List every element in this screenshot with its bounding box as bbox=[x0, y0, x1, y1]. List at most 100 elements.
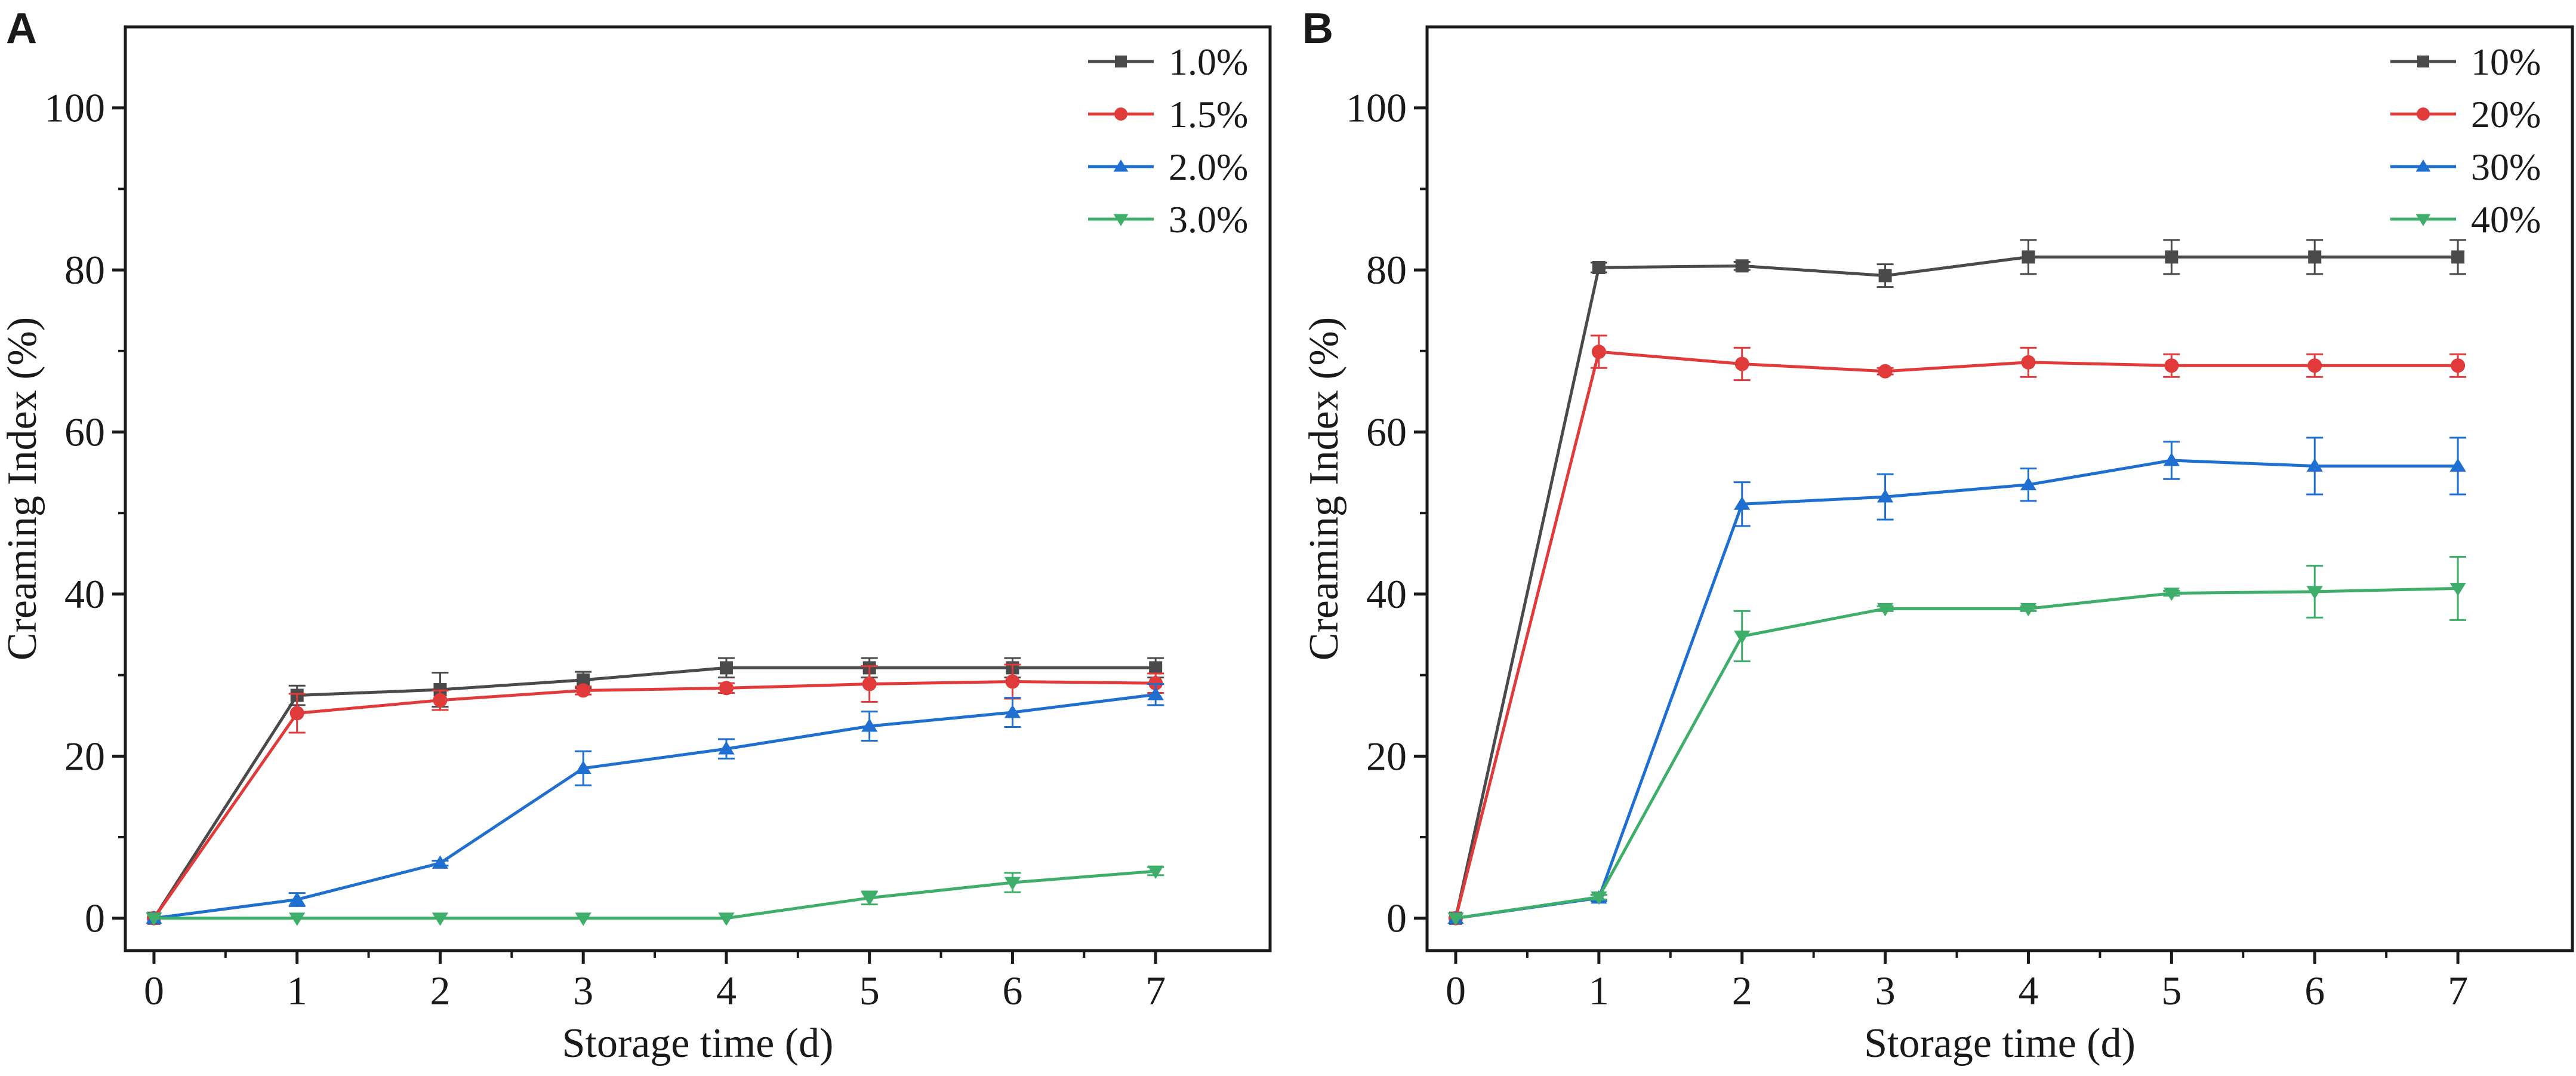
panel-b-legend-3-swatch-marker bbox=[2415, 214, 2431, 226]
panel-b-legend-3-label: 40% bbox=[2471, 198, 2541, 241]
panel-a-series-3-point bbox=[289, 912, 306, 926]
panel-b-series-2-point bbox=[1734, 496, 1751, 510]
panel-b-series-0-point bbox=[1735, 259, 1749, 273]
panel-b-series-0-point bbox=[2022, 250, 2035, 264]
panel-b-legend-2-label: 30% bbox=[2471, 146, 2541, 188]
panel-b-series-3-point bbox=[1447, 912, 1464, 926]
panel-a-series-3-line bbox=[153, 869, 1156, 920]
panel-b-series-1-point bbox=[1591, 345, 1606, 359]
panel-a-series-3-point bbox=[432, 912, 449, 926]
panel-b-series-3-point bbox=[1876, 602, 1894, 617]
panel-b-legend-0-label: 10% bbox=[2471, 41, 2541, 83]
panel-a-x-tick-label: 3 bbox=[573, 968, 593, 1013]
panel-a-series-3-point bbox=[1147, 865, 1164, 879]
panel-a-series-1-point bbox=[433, 693, 448, 708]
panel-b-x-tick-label: 0 bbox=[1446, 968, 1466, 1013]
panel-a-legend-3-label: 3.0% bbox=[1169, 198, 1248, 241]
panel-b-y-tick-label: 100 bbox=[1346, 85, 1407, 131]
panel-b-series-2-point bbox=[2449, 458, 2466, 472]
panel-b-series-0-point bbox=[2308, 250, 2322, 264]
panel-a-x-tick-label: 2 bbox=[430, 968, 450, 1013]
panel-b-series-3-point bbox=[2163, 588, 2180, 601]
panel-a-series-1-line bbox=[152, 680, 1156, 920]
panel-a-x-tick-label: 4 bbox=[716, 968, 737, 1013]
panel-b-y-tick-label: 20 bbox=[1366, 733, 1407, 779]
panel-b-series-3-point bbox=[1734, 631, 1751, 644]
panel-b-series-1-point bbox=[2164, 358, 2179, 373]
panel-a-x-tick-label: 0 bbox=[144, 968, 164, 1013]
panel-a-y-tick-label: 100 bbox=[44, 85, 105, 131]
panel-b-x-tick-label: 6 bbox=[2304, 968, 2325, 1013]
panel-b-series-3-point bbox=[1591, 891, 1607, 905]
panel-a-series-2-point bbox=[1147, 687, 1164, 700]
panel-b-series-0-point bbox=[1592, 261, 1606, 275]
panel-b-series-1-point bbox=[1734, 356, 1749, 371]
panel-a-y-axis-title: Creaming Index (%) bbox=[0, 317, 45, 660]
panel-a-legend-3-swatch-marker bbox=[1113, 214, 1129, 226]
panel-a-series-0-point bbox=[1149, 661, 1163, 675]
panel-b-y-tick-label: 80 bbox=[1366, 247, 1407, 293]
panel-b-series-1-point bbox=[2451, 358, 2466, 373]
panel-a-x-tick-label: 6 bbox=[1002, 968, 1022, 1013]
panel-a-series-1-point bbox=[719, 681, 734, 696]
panel-b-y-tick-label: 0 bbox=[1386, 896, 1407, 941]
panel-a-series-0-line bbox=[152, 666, 1156, 920]
panel-a-label: A bbox=[6, 5, 37, 53]
panel-a-series-3-point bbox=[718, 912, 735, 926]
panel-b-x-tick-label: 7 bbox=[2448, 968, 2468, 1013]
panel-b-x-tick-label: 1 bbox=[1589, 968, 1609, 1013]
panel-a-series-3-point bbox=[1004, 877, 1021, 890]
panel-b-series-2-point bbox=[2306, 458, 2323, 472]
panel-a-series-1-point bbox=[1005, 674, 1020, 689]
panel-b-x-axis-title: Storage time (d) bbox=[1864, 1020, 2136, 1066]
panel-b-x-tick-label: 3 bbox=[1875, 968, 1896, 1013]
panel-a-plot-frame bbox=[124, 25, 1272, 952]
panel-b-series-1-point bbox=[1878, 364, 1893, 379]
panel-b-series-3-point bbox=[2020, 602, 2037, 617]
panel-b-series-1-line bbox=[1454, 350, 2458, 919]
panel-a-x-tick-label: 5 bbox=[859, 968, 880, 1013]
panel-a-y-tick-label: 40 bbox=[64, 571, 105, 617]
panel-b-legend-2-swatch-marker bbox=[2415, 159, 2431, 172]
panel-a-series-1-point bbox=[576, 683, 591, 698]
panel-a-legend-0-swatch-marker bbox=[1115, 56, 1127, 67]
panel-b-series-2-point bbox=[1876, 489, 1894, 503]
panel-a-series-2-point bbox=[289, 891, 306, 905]
panel-a-series-1-point bbox=[862, 677, 877, 691]
panel-a-series-2-line bbox=[153, 693, 1156, 920]
panel-a-legend-1-label: 1.5% bbox=[1169, 93, 1248, 136]
panel-b-label: B bbox=[1302, 5, 1333, 53]
panel-a-x-tick-label: 1 bbox=[287, 968, 307, 1013]
panel-b-legend-1-swatch-marker bbox=[2417, 107, 2430, 121]
panel-a-y-tick-label: 20 bbox=[64, 733, 105, 779]
panel-a-series-2-point bbox=[575, 760, 591, 774]
panel-b-series-2-point bbox=[2163, 453, 2180, 466]
panel-a-y-tick-label: 60 bbox=[64, 410, 105, 455]
panel-b-series-0-line bbox=[1454, 255, 2458, 919]
panel-b-x-tick-label: 4 bbox=[2018, 968, 2038, 1013]
panel-a-x-axis-title: Storage time (d) bbox=[562, 1020, 834, 1066]
panel-a-y-tick-label: 0 bbox=[85, 896, 105, 941]
panel-a-legend-1-swatch-marker bbox=[1114, 107, 1127, 121]
panel-a-series-0-point bbox=[577, 673, 590, 687]
panel-a-series-2-point bbox=[718, 741, 735, 755]
panel-b-series-3-point bbox=[2449, 583, 2466, 597]
panel-b-series-1-point bbox=[2021, 355, 2036, 370]
panel-a-legend-2-swatch-marker bbox=[1113, 159, 1129, 172]
panel-b-series-2-line bbox=[1455, 459, 2458, 920]
panel-b-series-2-point bbox=[2020, 476, 2037, 491]
panel-b-y-tick-label: 40 bbox=[1366, 571, 1407, 617]
panel-a-series-2-point bbox=[432, 855, 449, 869]
panel-b-x-tick-label: 2 bbox=[1732, 968, 1752, 1013]
panel-b-series-3-line bbox=[1455, 586, 2458, 920]
panel-b-series-0-point bbox=[2451, 250, 2465, 264]
panel-b-legend-0-swatch-marker bbox=[2417, 56, 2429, 67]
panel-b-plot-frame bbox=[1425, 25, 2574, 952]
panel-b-y-axis-title: Creaming Index (%) bbox=[1301, 317, 1347, 660]
panel-a-legend-2-label: 2.0% bbox=[1169, 146, 1248, 188]
panel-a-legend-0-label: 1.0% bbox=[1169, 41, 1248, 83]
panel-b-series-1-point bbox=[2307, 358, 2322, 373]
panel-b-series-3-point bbox=[2306, 586, 2323, 600]
panel-a-series-0-point bbox=[719, 661, 733, 675]
